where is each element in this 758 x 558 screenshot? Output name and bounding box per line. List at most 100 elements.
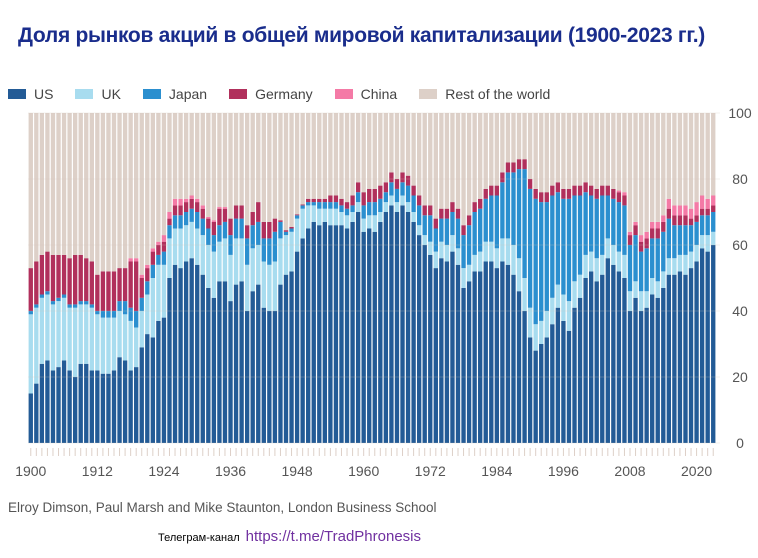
bar-segment [145,294,150,335]
bar-segment [172,198,178,206]
bar-segment [344,228,350,443]
bar-segment [344,113,350,203]
bar-segment [78,113,83,255]
bar-segment [111,370,117,443]
bar-segment [328,195,333,203]
bar-segment [555,192,561,285]
bar-segment [161,235,167,242]
bar-segment [139,311,144,348]
bar-segment [167,225,172,239]
bar-segment [661,271,666,288]
bar-segment [189,258,194,443]
bar-segment [389,113,394,173]
bar-segment [306,205,311,229]
bar-segment [428,113,433,206]
bar-segment [444,261,450,443]
bar-segment [28,393,33,443]
bar-segment [283,113,289,231]
bar-segment [283,235,289,275]
bar-segment [550,113,555,186]
bar-segment [494,248,500,269]
bar-segment [694,215,699,222]
bar-segment [378,221,383,443]
bar-segment [622,195,627,206]
bar-segment [256,113,261,203]
bar-segment [156,241,161,245]
bar-segment [416,225,422,236]
bar-segment [433,113,438,219]
bar-segment [278,238,283,285]
legend-label: US [34,86,54,102]
bar-segment [156,254,161,265]
bar-segment [106,317,111,374]
bar-segment [428,241,433,255]
bar-segment [422,215,427,236]
bar-segment [688,218,694,226]
telegram-link[interactable]: https://t.me/TradPhronesis [245,528,422,545]
bar-segment [683,254,688,275]
bar-segment [189,195,194,199]
bar-segment [472,212,477,255]
bar-segment [383,202,389,212]
bar-segment [34,383,39,443]
bar-segment [483,188,488,199]
bar-segment [566,198,572,302]
bar-segment [594,281,599,443]
bar-segment [627,245,633,292]
bar-segment [311,221,316,443]
bar-segment [161,241,167,252]
bar-segment [239,281,244,443]
bar-segment [566,330,572,443]
bar-segment [666,218,672,259]
bar-segment [289,231,294,272]
bar-segment [50,370,56,443]
bar-segment [95,311,100,315]
bar-segment [167,238,172,278]
bar-segment [677,205,683,216]
bar-segment [466,113,472,216]
bar-segment [128,258,133,262]
bar-segment [300,208,305,239]
bar-segment [172,264,178,443]
bar-segment [583,182,588,193]
bar-segment [89,113,94,262]
bar-segment [472,202,477,212]
bar-segment [172,205,178,216]
bar-segment [661,221,666,232]
bar-segment [78,254,83,302]
bar-segment [283,231,289,236]
bar-segment [489,261,494,443]
bar-segment [505,113,511,163]
bar-segment [472,271,477,443]
bar-segment [577,113,583,186]
bar-segment [28,268,33,311]
bar-segment [84,304,89,364]
bar-segment [478,113,483,199]
bar-segment [272,231,278,262]
bar-segment [111,113,117,272]
bar-segment [261,307,266,443]
bar-segment [217,207,222,209]
bar-segment [367,202,372,216]
legend-label: Germany [255,86,313,102]
bar-segment [505,172,511,239]
bar-segment [505,162,511,173]
bar-segment [711,113,716,196]
bar-segment [450,113,455,203]
x-tick-label: 2008 [614,463,645,479]
bar-segment [322,208,328,222]
bar-segment [122,268,128,302]
telegram-label: Телеграм-канал [158,532,240,544]
bar-segment [672,225,677,259]
bar-segment [306,202,311,206]
bar-segment [261,113,266,222]
bar-segment [217,113,222,208]
bar-segment [28,113,33,269]
bar-segment [278,220,283,222]
y-tick-label: 20 [732,369,748,385]
bar-segment [561,198,566,295]
bar-segment [455,113,461,209]
bar-segment [699,215,705,236]
bar-segment [378,212,383,222]
